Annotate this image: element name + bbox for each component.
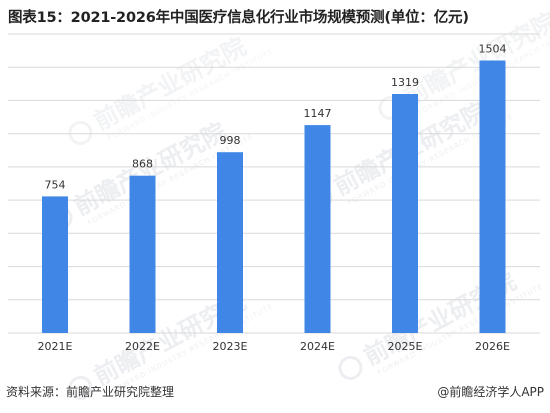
- x-tick-2025E: 2025E: [388, 340, 423, 353]
- x-tick-2023E: 2023E: [213, 340, 248, 353]
- data-label-2021E: 754: [45, 178, 66, 191]
- x-tick-2021E: 2021E: [38, 340, 73, 353]
- data-label-2025E: 1319: [391, 76, 419, 89]
- x-tick-2024E: 2024E: [300, 340, 335, 353]
- data-label-2024E: 1147: [304, 107, 332, 120]
- data-label-2022E: 868: [132, 158, 153, 171]
- credit-text: @前瞻经济学人APP: [437, 385, 544, 399]
- gridlines: [8, 33, 540, 334]
- data-labels: 754 868 998 1147 1319 1504: [45, 43, 507, 192]
- bar-2026E: [479, 60, 506, 333]
- x-axis-ticks: 2021E 2022E 2023E 2024E 2025E 2026E: [38, 340, 510, 353]
- bars: [42, 60, 506, 333]
- data-label-2026E: 1504: [479, 43, 507, 56]
- bar-2021E: [42, 196, 68, 333]
- data-label-2023E: 998: [220, 134, 241, 147]
- bar-2025E: [392, 94, 418, 333]
- bar-2023E: [217, 152, 243, 333]
- bar-2024E: [304, 125, 331, 333]
- x-tick-2026E: 2026E: [475, 340, 510, 353]
- credit: @前瞻经济学人APP: [437, 383, 544, 400]
- bar-2022E: [129, 175, 156, 333]
- chart-title: 图表15：2021-2026年中国医疗信息化行业市场规模预测(单位：亿元): [8, 10, 469, 26]
- source-note: 资料来源：前瞻产业研究院整理: [6, 385, 175, 399]
- x-tick-2022E: 2022E: [125, 340, 160, 353]
